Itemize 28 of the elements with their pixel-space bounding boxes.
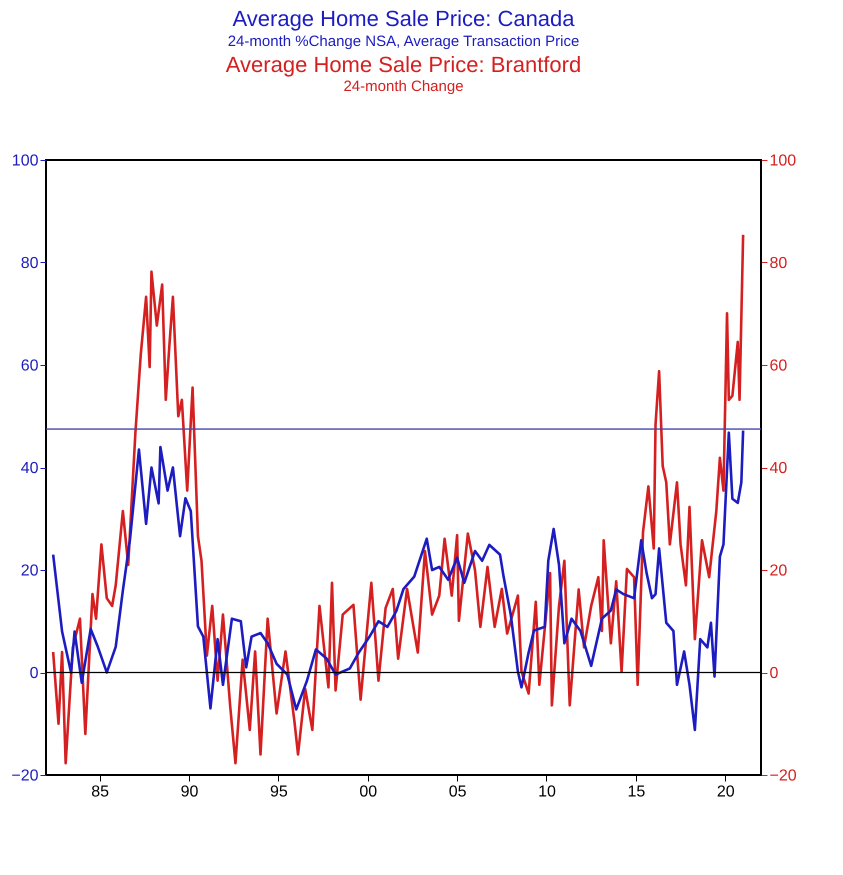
x-tick-label: 15: [627, 784, 646, 800]
y2-tick-label: 100: [770, 152, 796, 170]
text: 24-month Change: [343, 78, 464, 95]
y-tick-label: 60: [20, 358, 39, 374]
y2-tick-label: 40: [770, 460, 788, 477]
y-tick-label: 100: [12, 152, 39, 170]
y-tick-label: 20: [20, 562, 39, 580]
y2-tick-label: 60: [770, 358, 788, 374]
y2-tick-label: −20: [770, 768, 797, 784]
y-tick-label: 40: [20, 460, 39, 477]
y2-tick-label: 80: [770, 255, 788, 272]
y-tick-label: −20: [11, 768, 39, 784]
chart-title: Average Home Sale Price: Canada: [232, 6, 576, 31]
y2-tick-label: 20: [770, 562, 788, 580]
line-series: [52, 429, 744, 732]
text: Average Home Sale Price: Brantford: [226, 52, 582, 77]
y-tick-label: 0: [30, 665, 39, 682]
y-tick-label: 80: [20, 255, 39, 272]
chart-subtitle: 24-month %Change NSA, Average Transaction Price: [228, 33, 580, 50]
x-tick-label: 20: [716, 784, 735, 800]
line-series: [52, 234, 744, 765]
x-tick-label: 90: [180, 784, 198, 800]
x-tick-label: 85: [91, 784, 110, 800]
x-tick-label: 10: [538, 784, 556, 800]
y2-tick-label: 0: [770, 665, 778, 682]
x-tick-label: 05: [448, 784, 467, 800]
x-tick-label: 00: [359, 784, 378, 800]
x-tick-label: 95: [270, 784, 288, 800]
